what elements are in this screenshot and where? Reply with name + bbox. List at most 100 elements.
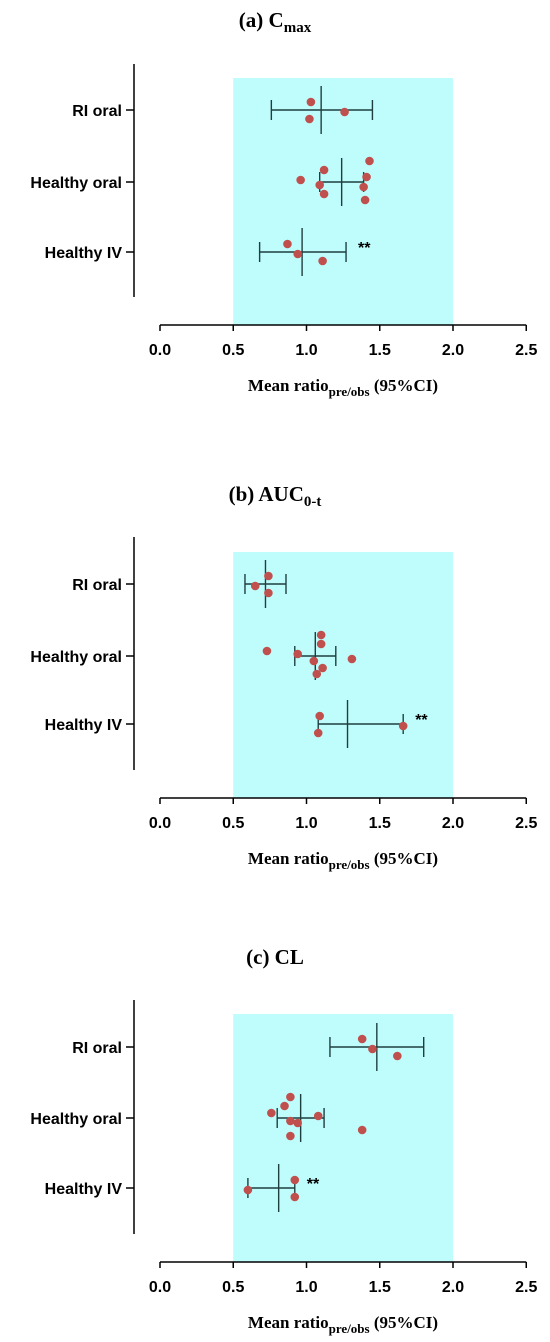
chart-title-main: (b) AUC [229, 482, 304, 506]
data-point [347, 654, 357, 664]
category-label: Healthy oral [30, 649, 122, 666]
x-axis-title-subscript: pre/obs [329, 384, 370, 399]
row-healthy-oral: Healthy oral [30, 630, 357, 680]
data-point [357, 1034, 367, 1044]
data-point [264, 588, 273, 598]
x-tick-label: 0.5 [222, 342, 244, 359]
x-tick-label: 2.0 [442, 342, 464, 359]
data-point [340, 107, 349, 117]
data-point [264, 571, 273, 581]
row-healthy-iv: Healthy IV ** [45, 700, 428, 748]
data-point [250, 581, 260, 591]
data-point [293, 1118, 303, 1128]
x-tick-label: 0.0 [149, 342, 171, 359]
data-point [309, 656, 319, 666]
chart-title-main: (c) CL [246, 945, 304, 969]
data-point [315, 711, 324, 721]
chart-title: (c) CL [246, 945, 304, 969]
significance-marker: ** [307, 1176, 320, 1193]
row-healthy-iv: Healthy IV ** [45, 228, 371, 276]
data-point [243, 1185, 253, 1195]
row-ri-oral: RI oral [72, 86, 374, 134]
data-point [316, 630, 326, 640]
data-point [267, 1108, 276, 1118]
chart-title: (b) AUC0-t [229, 482, 322, 510]
x-axis-title-subscript: pre/obs [329, 857, 370, 872]
data-point [280, 1101, 289, 1111]
acceptance-range-band [233, 78, 453, 325]
data-point [393, 1051, 402, 1061]
category-label: RI oral [72, 1040, 122, 1057]
x-axis-title: Mean ratiopre/obs (95%CI) [248, 376, 438, 399]
row-healthy-iv: Healthy IV ** [45, 1164, 320, 1212]
data-point [319, 189, 329, 199]
data-point [286, 1116, 295, 1126]
data-point [312, 669, 322, 679]
data-point [313, 728, 323, 738]
data-point [296, 175, 305, 185]
x-axis-title-subscript: pre/obs [329, 1321, 370, 1336]
data-point [360, 195, 370, 205]
category-label: Healthy oral [30, 175, 122, 192]
x-tick-label: 2.0 [442, 1279, 464, 1296]
data-point [398, 721, 408, 731]
category-label: Healthy IV [45, 1181, 123, 1198]
category-label: RI oral [72, 103, 122, 120]
x-tick-label: 1.0 [295, 342, 317, 359]
x-tick-label: 1.5 [369, 342, 391, 359]
data-point [365, 156, 374, 166]
chart-panel-3: (c) CL 0.0 0.5 1.0 1.5 2.0 2.5 Mean ratiopre/ob… [30, 945, 537, 1336]
x-tick-label: 1.5 [369, 1279, 391, 1296]
chart-title-main: (a) C [239, 8, 284, 32]
acceptance-range-band [233, 1014, 453, 1262]
x-tick-label: 2.0 [442, 815, 464, 832]
x-axis-title-main: Mean ratio [248, 376, 329, 395]
data-point [318, 256, 327, 266]
row-healthy-oral: Healthy oral [30, 156, 374, 206]
x-tick-label: 0.0 [149, 1279, 171, 1296]
data-point [362, 172, 371, 182]
data-point [357, 1125, 367, 1135]
x-tick-label: 1.5 [369, 815, 391, 832]
data-point [283, 239, 292, 249]
category-label: RI oral [72, 577, 122, 594]
significance-marker: ** [358, 240, 371, 257]
chart-panel-2: (b) AUC0-t 0.0 0.5 1.0 1.5 2.0 2.5 Mean ratiopr… [30, 482, 537, 872]
acceptance-range-band [233, 552, 453, 798]
x-axis-title-suffix: (95%CI) [370, 376, 438, 395]
x-tick-label: 0.5 [222, 815, 244, 832]
x-tick-label: 2.5 [515, 342, 537, 359]
data-point [286, 1092, 295, 1102]
chart-panel-1: (a) Cmax 0.0 0.5 1.0 1.5 2.0 2.5 Mean ratiopre/… [30, 8, 537, 399]
category-label: Healthy IV [45, 717, 123, 734]
data-point [368, 1044, 377, 1054]
data-point [286, 1131, 295, 1141]
data-point [293, 249, 303, 259]
data-point [359, 182, 368, 192]
significance-marker: ** [415, 712, 428, 729]
x-axis-title-main: Mean ratio [248, 849, 329, 868]
x-tick-label: 1.0 [295, 815, 317, 832]
x-tick-label: 0.0 [149, 815, 171, 832]
row-ri-oral: RI oral [72, 560, 287, 608]
x-axis-title-suffix: (95%CI) [370, 849, 438, 868]
data-point [293, 649, 303, 659]
chart-title-subscript: max [284, 20, 312, 36]
x-axis-title: Mean ratiopre/obs (95%CI) [248, 849, 438, 872]
x-axis-title-suffix: (95%CI) [370, 1313, 438, 1332]
x-tick-label: 0.5 [222, 1279, 244, 1296]
data-point [290, 1175, 300, 1185]
data-point [316, 639, 326, 649]
x-tick-label: 2.5 [515, 1279, 537, 1296]
x-axis-title: Mean ratiopre/obs (95%CI) [248, 1313, 438, 1336]
row-healthy-oral: Healthy oral [30, 1092, 367, 1142]
data-point [318, 663, 327, 673]
data-point [290, 1192, 300, 1202]
x-tick-label: 2.5 [515, 815, 537, 832]
data-point [305, 114, 314, 124]
category-label: Healthy IV [45, 245, 123, 262]
data-point [313, 1111, 323, 1121]
chart-title-subscript: 0-t [304, 494, 322, 510]
category-label: Healthy oral [30, 1111, 122, 1128]
